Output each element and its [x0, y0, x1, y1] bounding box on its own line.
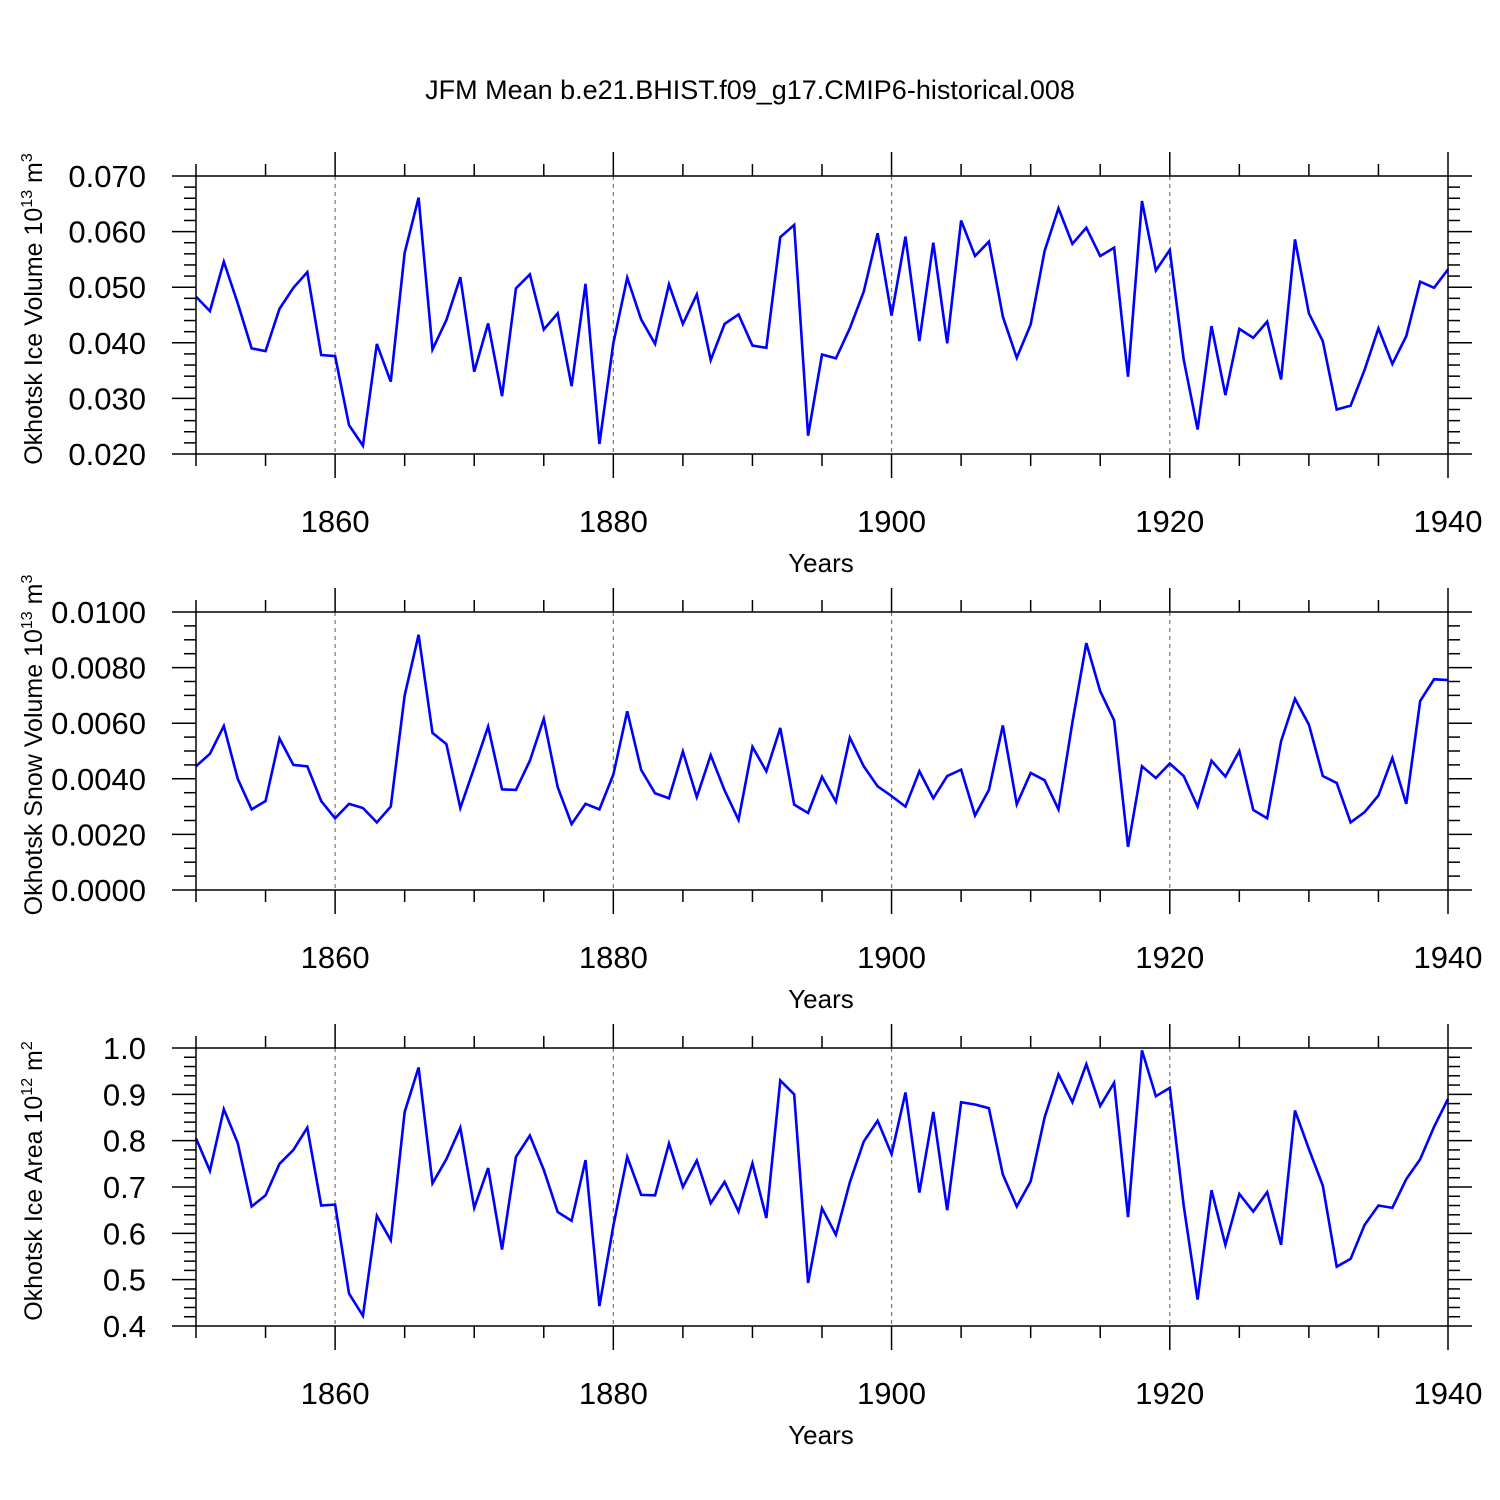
- y-tick-label: 0.0000: [51, 873, 146, 908]
- y-tick-label: 0.050: [68, 270, 146, 305]
- y-tick-label: 0.0080: [51, 651, 146, 686]
- y-tick-label: 0.0060: [51, 706, 146, 741]
- chart-panel-2: 1860 1880 1900 1920 1940 0.0000 0.0020 0.0040 0.…: [19, 575, 1482, 1014]
- x-tick-label: 1900: [857, 504, 926, 539]
- y-axis-label-text: Okhotsk Ice Volume 10: [20, 208, 48, 465]
- y-axis-label-unit-exponent: 3: [19, 153, 36, 162]
- x-axis-label: Years: [788, 984, 854, 1014]
- y-axis-label-exponent: 12: [19, 1078, 36, 1096]
- x-tick-label: 1920: [1135, 940, 1204, 975]
- y-tick-label: 0.8: [103, 1124, 146, 1159]
- x-tick-label: 1940: [1414, 940, 1483, 975]
- x-tick-label: 1880: [579, 940, 648, 975]
- y-axis-label: Okhotsk Ice Volume 1013 m3: [19, 153, 48, 465]
- x-tick-label: 1920: [1135, 504, 1204, 539]
- y-tick-label: 0.060: [68, 215, 146, 250]
- y-tick-label: 0.9: [103, 1077, 146, 1112]
- y-axis-label-unit: m: [20, 162, 48, 190]
- chart-panel-1: 1860 1880 1900 1920 1940 0.020 0.030 0.040 0.050…: [19, 152, 1482, 578]
- plot-frame: [195, 175, 1449, 455]
- y-tick-label: 0.040: [68, 326, 146, 361]
- x-axis-label: Years: [788, 1420, 854, 1450]
- x-tick-label: 1900: [857, 940, 926, 975]
- data-series-line: [194, 1049, 1450, 1320]
- data-series-line: [195, 197, 1450, 450]
- plot-frame: [195, 611, 1449, 891]
- y-axis-label-unit-exponent: 3: [19, 575, 36, 584]
- y-axis-label-unit: m: [20, 1050, 48, 1078]
- y-axis-label: Okhotsk Ice Area 1012 m2: [19, 1041, 48, 1321]
- y-axis-label-exponent: 13: [19, 611, 36, 629]
- y-tick-label: 0.0040: [51, 762, 146, 797]
- x-tick-label: 1920: [1135, 1376, 1204, 1411]
- x-tick-label: 1860: [301, 1376, 370, 1411]
- y-tick-label: 0.6: [103, 1216, 146, 1251]
- chart-title: JFM Mean b.e21.BHIST.f09_g17.CMIP6-histo…: [425, 75, 1075, 105]
- x-tick-label: 1940: [1414, 1376, 1483, 1411]
- x-tick-label: 1860: [301, 504, 370, 539]
- y-axis-label-text: Okhotsk Ice Area 10: [20, 1096, 48, 1321]
- y-tick-label: 0.0100: [51, 595, 146, 630]
- y-tick-label: 0.0020: [51, 817, 146, 852]
- y-tick-label: 0.020: [68, 437, 146, 472]
- y-tick-label: 0.5: [103, 1263, 146, 1298]
- y-axis-label-unit: m: [20, 584, 48, 612]
- y-axis-label: Okhotsk Snow Volume 1013 m3: [19, 575, 48, 916]
- plot-frame: [195, 1047, 1449, 1327]
- x-tick-label: 1880: [579, 1376, 648, 1411]
- y-tick-label: 1.0: [103, 1031, 146, 1066]
- x-tick-label: 1940: [1414, 504, 1483, 539]
- chart-panel-3: 1860 1880 1900 1920 1940 0.4 0.5 0.6 0.7 0.8 0.9 1.…: [19, 1024, 1482, 1450]
- x-axis-label: Years: [788, 548, 854, 578]
- x-tick-label: 1860: [301, 940, 370, 975]
- chart-panels: 1860 1880 1900 1920 1940 0.020 0.030 0.040 0.050…: [19, 152, 1482, 1450]
- data-series-line: [195, 634, 1449, 848]
- y-axis-label-exponent: 13: [19, 190, 36, 208]
- y-axis-label-unit-exponent: 2: [19, 1041, 36, 1050]
- x-tick-label: 1900: [857, 1376, 926, 1411]
- y-tick-label: 0.070: [68, 159, 146, 194]
- y-tick-label: 0.030: [68, 381, 146, 416]
- x-tick-label: 1880: [579, 504, 648, 539]
- y-tick-label: 0.7: [103, 1170, 146, 1205]
- y-axis-label-text: Okhotsk Snow Volume 10: [20, 629, 48, 915]
- y-tick-label: 0.4: [103, 1309, 146, 1344]
